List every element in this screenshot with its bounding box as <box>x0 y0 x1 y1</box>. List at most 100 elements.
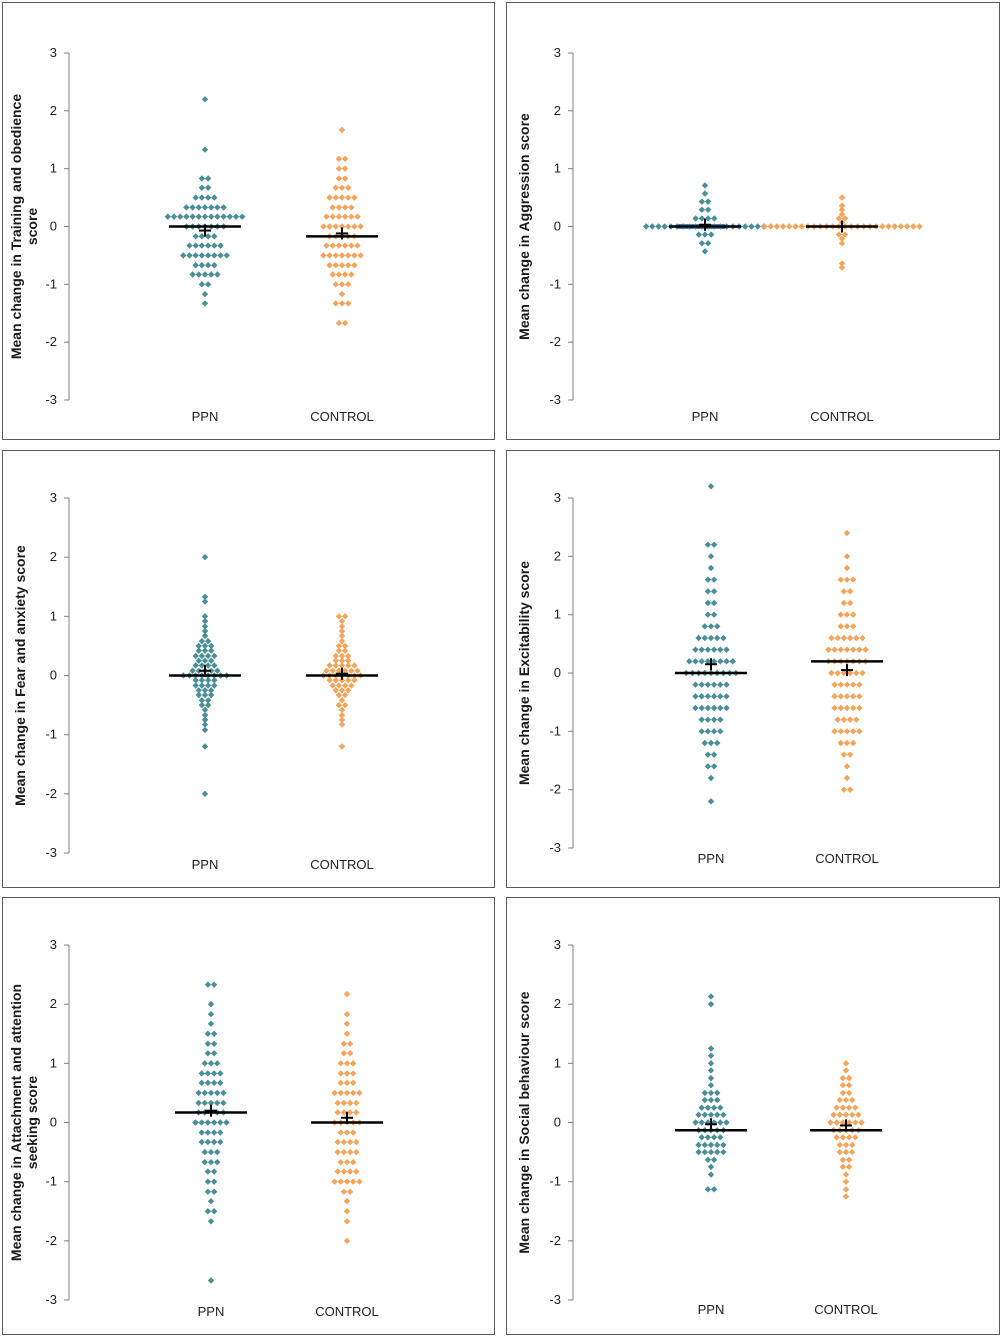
data-point <box>204 252 212 259</box>
data-point <box>343 990 351 998</box>
x-category-label: CONTROL <box>815 851 879 866</box>
data-point <box>334 1099 341 1107</box>
data-point <box>853 669 860 677</box>
data-point <box>335 319 343 327</box>
data-point <box>838 194 846 201</box>
y-tick-label: -1 <box>45 1174 57 1189</box>
data-point <box>710 704 718 712</box>
data-point <box>704 1134 712 1141</box>
data-point <box>195 657 202 664</box>
data-point <box>338 743 346 750</box>
data-point <box>649 223 656 230</box>
data-point <box>180 252 187 259</box>
data-point <box>698 1104 705 1111</box>
data-point <box>701 248 709 255</box>
data-point <box>354 242 361 249</box>
chart-svg-training: 3 2 1 0 -1 -2 -3 Mean change in Training and ob… <box>8 45 378 424</box>
data-point <box>846 716 854 723</box>
data-point <box>831 681 838 688</box>
data-point <box>334 1138 341 1146</box>
data-point <box>839 1074 847 1082</box>
data-point <box>834 669 841 677</box>
data-point <box>337 1089 344 1097</box>
data-point <box>704 681 712 688</box>
data-point <box>686 658 693 665</box>
data-point <box>201 721 209 728</box>
data-point <box>204 233 212 240</box>
data-point <box>701 634 708 642</box>
data-point <box>208 691 215 699</box>
data-point <box>836 1148 843 1156</box>
data-point <box>701 1089 708 1097</box>
data-point <box>853 634 860 642</box>
data-point <box>351 223 358 230</box>
data-point <box>338 194 346 201</box>
data-point <box>326 194 333 201</box>
data-point <box>343 1237 351 1245</box>
data-point <box>849 1141 856 1149</box>
data-point <box>343 1070 351 1077</box>
data-point <box>354 213 361 220</box>
data-point <box>707 1074 715 1082</box>
data-point <box>337 1129 344 1136</box>
data-point <box>351 252 358 259</box>
data-point <box>338 262 346 269</box>
data-point <box>843 553 851 560</box>
data-point <box>345 223 352 230</box>
y-tick-label: 0 <box>554 665 561 680</box>
data-point <box>353 1138 360 1146</box>
data-point <box>217 1119 224 1126</box>
data-point <box>329 667 336 674</box>
data-point <box>348 242 355 249</box>
data-point <box>195 213 202 220</box>
data-point <box>723 693 730 700</box>
y-tick-label: -1 <box>549 276 561 291</box>
data-point <box>710 1104 718 1111</box>
data-point <box>350 1070 357 1077</box>
data-point <box>717 646 724 653</box>
y-tick-label: -2 <box>549 334 561 349</box>
data-point <box>343 1208 351 1215</box>
data-point <box>692 693 699 700</box>
data-point <box>704 541 712 548</box>
data-point <box>845 1089 853 1097</box>
data-point <box>849 1111 856 1119</box>
y-tick-label: 2 <box>554 548 561 563</box>
data-point <box>701 231 709 238</box>
data-point <box>343 1020 351 1027</box>
data-point <box>707 774 715 782</box>
data-point <box>211 233 218 240</box>
data-point <box>856 646 863 653</box>
data-point <box>340 1050 348 1057</box>
data-point <box>204 1138 212 1146</box>
data-point <box>341 647 349 654</box>
data-point <box>220 1089 227 1097</box>
data-point <box>707 553 715 560</box>
y-axis-label: Mean change in Excitability score <box>516 561 532 785</box>
data-point <box>717 658 724 665</box>
data-point <box>843 623 851 630</box>
x-category-label: CONTROL <box>315 1304 379 1319</box>
data-point <box>842 1060 850 1067</box>
data-point <box>346 1168 354 1175</box>
y-axis-label: seeking score <box>24 1076 40 1170</box>
data-point <box>332 194 339 201</box>
data-point <box>232 213 240 220</box>
data-point <box>332 687 339 694</box>
data-point <box>198 1119 205 1126</box>
data-point <box>186 242 193 249</box>
data-point <box>707 564 715 572</box>
data-point <box>201 617 209 625</box>
data-point <box>323 213 330 220</box>
data-point <box>183 204 190 211</box>
data-point <box>198 637 206 645</box>
data-point <box>695 1141 702 1149</box>
data-point <box>708 231 715 238</box>
data-point <box>748 223 755 230</box>
data-point <box>849 1096 856 1104</box>
data-point <box>830 1111 837 1119</box>
y-axis-label: Mean change in Aggression score <box>516 113 532 340</box>
data-point <box>207 1060 215 1067</box>
data-point <box>195 204 202 211</box>
data-point <box>836 1111 843 1119</box>
